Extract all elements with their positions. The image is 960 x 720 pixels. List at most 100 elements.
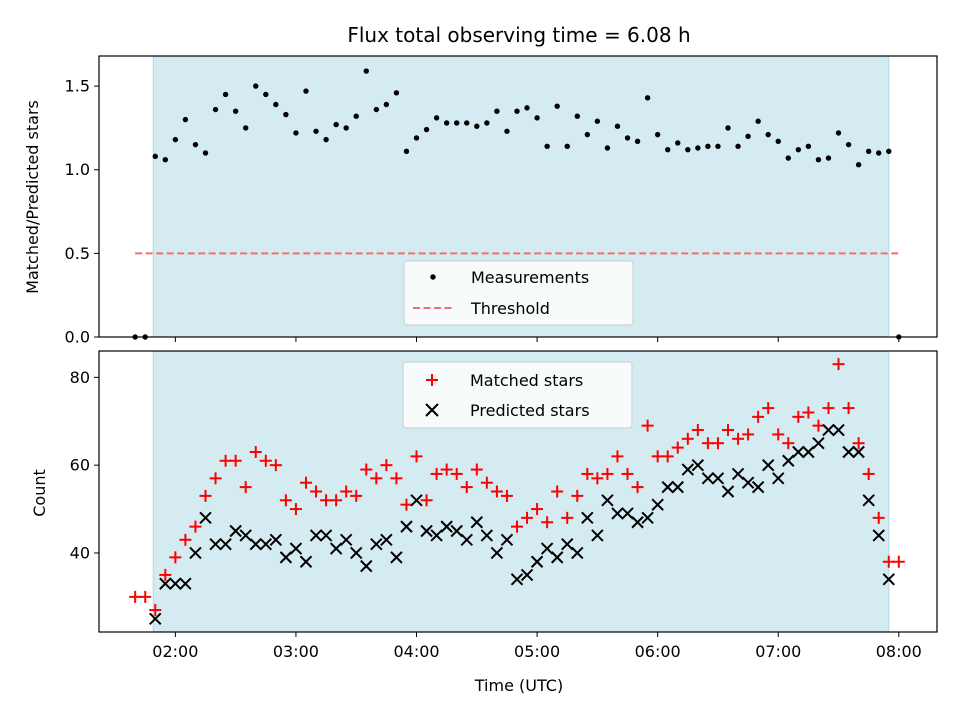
measurement-point — [574, 113, 580, 119]
matched-star-point — [571, 489, 584, 502]
matched-star-point — [169, 551, 182, 564]
predicted-star-point — [681, 463, 695, 476]
measurement-point — [825, 155, 832, 161]
measurement-point — [815, 157, 822, 163]
predicted-star-point — [631, 516, 644, 529]
predicted-star-point — [390, 551, 403, 564]
matched-star-point — [219, 454, 232, 467]
predicted-star-point — [571, 546, 584, 560]
measurement-point — [403, 148, 410, 155]
matched-star-point — [551, 485, 564, 498]
predicted-star-point — [530, 555, 544, 568]
predicted-star-point — [259, 537, 273, 551]
matched-star-point — [631, 481, 644, 494]
measurement-point — [634, 138, 641, 145]
predicted-star-point — [460, 533, 473, 547]
matched-star-point — [149, 604, 162, 617]
predicted-star-point — [550, 551, 564, 564]
matched-star-point — [279, 494, 292, 507]
matched-star-point — [229, 454, 242, 467]
matched-star-point — [802, 406, 815, 419]
matched-star-point — [179, 533, 192, 546]
measurement-point — [805, 143, 812, 150]
predicted-star-point — [782, 454, 795, 467]
predicted-star-point — [862, 494, 875, 507]
measurement-point — [484, 120, 490, 126]
predicted-star-point — [520, 568, 534, 582]
measurement-point — [413, 135, 420, 141]
matched-star-point — [259, 454, 272, 467]
matched-star-point — [209, 472, 222, 485]
x-tick-label: 05:00 — [514, 642, 560, 661]
predicted-star-point — [500, 533, 514, 547]
legend-marker-predicted — [425, 403, 439, 417]
matched-star-point — [691, 424, 704, 437]
predicted-star-point — [802, 445, 815, 459]
predicted-star-point — [731, 467, 745, 481]
measurement-point — [253, 83, 259, 89]
measurement-point — [654, 131, 661, 138]
predicted-star-point — [591, 529, 604, 542]
matched-star-point — [370, 472, 383, 485]
measurement-point — [363, 68, 369, 74]
predicted-star-point — [852, 445, 865, 459]
predicted-star-point — [410, 494, 423, 507]
matched-star-point — [521, 511, 534, 524]
flux-ratio-panel: Flux total observing time = 6.08 h Match… — [23, 23, 938, 347]
legend-marker-matched — [426, 374, 438, 386]
y-tick-label: 1.5 — [65, 77, 90, 96]
matched-star-point — [289, 503, 302, 516]
measurement-point — [685, 146, 691, 153]
predicted-star-point — [159, 577, 172, 590]
matched-star-point — [480, 476, 493, 489]
matched-star-point — [541, 516, 554, 529]
measurement-point — [504, 128, 510, 134]
y-tick-label: 0.5 — [65, 244, 90, 263]
measurement-point — [293, 130, 299, 136]
matched-star-point — [782, 437, 795, 450]
matched-star-point — [762, 402, 775, 415]
predicted-star-point — [772, 472, 785, 485]
x-tick-label: 08:00 — [876, 642, 922, 661]
legend-box-top — [403, 260, 634, 326]
plot-frame-bottom — [98, 350, 938, 633]
measurement-point — [353, 113, 359, 119]
predicted-star-point — [842, 445, 855, 459]
measurement-point — [745, 133, 751, 139]
measurement-point — [383, 101, 390, 108]
measurement-point — [162, 157, 169, 163]
y-ticks-bottom: 40 60 80 — [70, 368, 99, 562]
measurement-point — [273, 101, 279, 108]
y-ticks-top: 0.0 0.5 1.0 1.5 — [65, 77, 99, 347]
predicted-star-point — [641, 511, 654, 525]
matched-star-point — [822, 402, 835, 415]
predicted-star-point — [430, 529, 443, 542]
measurement-point — [172, 136, 179, 143]
matched-star-point — [360, 463, 373, 476]
measurement-point — [845, 141, 852, 148]
legend-label-measurements: Measurements — [471, 268, 589, 287]
y-tick-label: 40 — [70, 543, 90, 562]
matched-star-point — [621, 467, 634, 480]
measurement-point — [454, 120, 460, 126]
predicted-star-point — [229, 524, 242, 538]
measurement-point — [494, 108, 500, 114]
matched-star-point — [510, 520, 523, 533]
measurement-point — [865, 148, 872, 155]
matched-star-point — [199, 489, 212, 502]
measurement-point — [624, 135, 631, 141]
predicted-star-point — [581, 511, 594, 525]
predicted-stars-points — [149, 423, 895, 626]
matched-star-point — [601, 467, 614, 480]
matched-star-point — [390, 472, 403, 485]
predicted-star-point — [209, 537, 222, 551]
x-ticks-bottom: 02:00 03:00 04:00 05:00 06:00 07:00 08:00 — [152, 632, 922, 661]
measurement-point — [614, 123, 621, 129]
matched-star-point — [842, 402, 855, 415]
matched-star-point — [722, 424, 735, 437]
predicted-star-point — [480, 529, 494, 542]
legend-box-bottom — [402, 361, 633, 429]
matched-star-point — [681, 432, 694, 445]
